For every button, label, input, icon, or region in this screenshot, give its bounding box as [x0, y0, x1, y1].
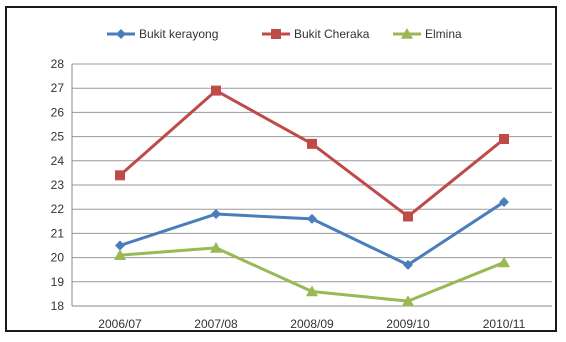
- gridlines: [72, 63, 552, 283]
- legend-marker: [401, 28, 413, 39]
- legend-label: Bukit kerayong: [139, 27, 218, 41]
- series: [114, 85, 510, 306]
- data-point: [499, 196, 509, 207]
- series-triangle: [114, 241, 510, 306]
- data-point: [211, 209, 221, 220]
- data-point: [307, 213, 317, 224]
- y-tick-label: 28: [51, 57, 65, 71]
- legend-marker: [116, 29, 126, 39]
- y-tick-label: 18: [51, 299, 65, 313]
- x-tick-label: 2006/07: [98, 317, 142, 331]
- legend-item: Bukit kerayong: [107, 27, 218, 41]
- legend-item: Bukit Cheraka: [262, 27, 370, 41]
- legend: Bukit kerayong Bukit Cheraka Elmina: [107, 27, 462, 41]
- x-tick-label: 2008/09: [290, 317, 334, 331]
- data-point: [115, 170, 125, 181]
- y-tick-label: 25: [51, 130, 65, 144]
- data-point: [307, 138, 317, 149]
- y-tick-label: 23: [51, 178, 65, 192]
- y-tick-label: 22: [51, 202, 65, 216]
- legend-label: Elmina: [425, 27, 462, 41]
- data-point: [115, 240, 125, 251]
- y-tick-label: 20: [51, 251, 65, 265]
- axes: [71, 64, 552, 307]
- y-tick-label: 27: [51, 81, 65, 95]
- legend-label: Bukit Cheraka: [294, 27, 370, 41]
- y-tick-label: 24: [51, 154, 65, 168]
- y-tick-label: 26: [51, 105, 65, 119]
- series-line: [119, 89, 505, 218]
- legend-marker: [271, 29, 281, 39]
- data-point: [211, 85, 221, 96]
- data-point: [403, 259, 413, 270]
- x-tick-labels: 2006/07 2007/08 2008/09 2009/10 2010/11: [98, 317, 525, 331]
- y-tick-label: 19: [51, 275, 65, 289]
- data-point: [114, 249, 126, 260]
- x-tick-label: 2007/08: [194, 317, 238, 331]
- y-tick-labels: 18 19 20 21 22 23 24 25 26 27 28: [51, 57, 65, 313]
- series-diamond: [115, 196, 509, 270]
- data-point: [402, 295, 414, 306]
- legend-item: Elmina: [393, 27, 462, 41]
- data-point: [210, 241, 222, 253]
- x-tick-label: 2009/10: [386, 317, 430, 331]
- data-point: [306, 285, 318, 297]
- y-tick-label: 21: [51, 226, 65, 240]
- series-square: [115, 85, 509, 222]
- data-point: [403, 211, 413, 222]
- data-point: [498, 256, 510, 268]
- x-tick-label: 2010/11: [483, 317, 526, 331]
- data-point: [499, 134, 509, 145]
